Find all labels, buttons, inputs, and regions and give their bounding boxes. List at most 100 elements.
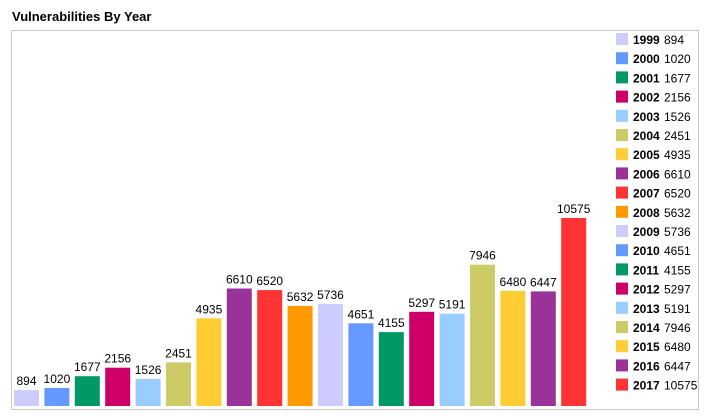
legend-year-2006: 2006 [633,167,660,181]
bar-2011 [378,332,404,406]
legend-swatch-2007 [616,186,628,199]
legend-year-2010: 2010 [633,244,660,258]
bar-label-2001: 1677 [74,360,101,374]
bar-2007 [257,290,283,406]
bar-2006 [226,288,252,406]
legend-swatch-2004 [616,129,628,141]
bar-2010 [348,323,374,406]
bar-2015 [500,290,526,406]
legend-value-2014: 7946 [664,321,691,335]
bar-label-1999: 894 [16,374,36,388]
bar-label-2014: 7946 [469,249,496,263]
legend-item-2004: 2004 2451 [616,129,691,143]
bar-label-2006: 6610 [226,273,253,287]
legend-year-2003: 2003 [633,110,660,124]
legend-swatch-2010 [616,244,628,257]
legend-year-2007: 2007 [633,187,660,201]
bar-label-2016: 6447 [530,275,557,289]
bar-2003 [135,378,161,406]
bar-2012 [409,311,435,406]
legend-item-2010: 2010 4651 [616,244,691,258]
legend-swatch-2000 [616,52,628,65]
bar-label-2015: 6480 [500,275,527,289]
legend-year-2017: 2017 [633,379,660,393]
legend-item-2009: 2009 5736 [616,225,691,239]
legend-item-2006: 2006 6610 [616,167,691,181]
legend-item-2000: 2000 1020 [616,52,691,66]
legend-swatch-2015 [616,340,628,353]
legend-value-2007: 6520 [664,187,691,201]
bar-label-2008: 5632 [287,290,314,304]
legend-value-2004: 2451 [664,129,691,143]
legend-value-2017: 10575 [664,379,698,393]
legend-item-2001: 2001 1677 [616,71,691,85]
bar-2000 [44,387,70,406]
legend-year-2011: 2011 [633,263,659,277]
legend-swatch-2006 [616,167,628,180]
legend-item-1999: 1999 894 [616,33,684,47]
bar-label-2007: 6520 [256,274,283,288]
bar-label-2013: 5191 [439,298,466,312]
legend-value-2013: 5191 [664,302,691,316]
bar-label-2017: 10575 [557,202,591,216]
legend-swatch-2011 [616,263,628,276]
legend-value-2001: 1677 [664,71,691,85]
legend-swatch-2005 [616,148,628,161]
legend-item-2008: 2008 5632 [616,205,691,220]
legend-item-2002: 2002 2156 [616,90,691,105]
bar-2013 [439,313,465,406]
bar-label-2000: 1020 [44,372,71,386]
bar-label-2009: 5736 [317,288,344,302]
legend-swatch-2008 [616,205,628,218]
legend-value-2008: 5632 [664,206,691,220]
legend-value-2016: 6447 [664,359,691,373]
legend-year-2015: 2015 [633,340,660,354]
bar-2002 [105,367,131,406]
legend-item-2011: 2011 4155 [616,263,691,277]
legend-swatch-1999 [616,33,628,45]
legend-swatch-2014 [616,321,628,333]
legend-value-2011: 4155 [664,263,691,277]
legend-item-2015: 2015 6480 [616,340,691,354]
legend-value-2002: 2156 [664,91,691,105]
bar-label-2012: 5297 [408,296,435,310]
legend-value-1999: 894 [664,33,684,47]
legend-year-2005: 2005 [633,148,660,162]
legend-year-2009: 2009 [633,225,660,239]
bar-2008 [287,305,313,406]
legend-year-2002: 2002 [633,91,660,105]
legend-value-2005: 4935 [664,148,691,162]
legend-year-2001: 2001 [633,71,660,85]
bar-label-2010: 4651 [348,307,375,321]
chart-title: Vulnerabilities By Year [12,9,152,24]
legend-swatch-2009 [616,225,628,237]
bar-label-2011: 4155 [378,316,405,330]
legend-value-2006: 6610 [664,167,691,181]
legend-value-2012: 5297 [664,283,691,297]
bar-label-2004: 2451 [165,346,192,360]
bar-2017 [561,218,587,406]
legend-swatch-2017 [616,378,628,391]
legend-value-2015: 6480 [664,340,691,354]
legend-swatch-2016 [616,359,628,372]
legend-year-2000: 2000 [633,52,660,66]
bar-1999 [14,390,39,406]
legend-item-2012: 2012 5297 [616,282,691,297]
legend-year-1999: 1999 [633,33,660,47]
legend-item-2007: 2007 6520 [616,186,691,201]
bar-label-2002: 2156 [104,352,131,366]
legend-year-2008: 2008 [633,206,660,220]
legend-swatch-2013 [616,301,628,314]
legend-swatch-2002 [616,90,628,103]
bar-2016 [530,291,556,406]
bar-label-2005: 4935 [196,302,223,316]
legend-item-2003: 2003 1526 [616,109,691,124]
legend-item-2017: 2017 10575 [616,378,698,393]
legend-swatch-2012 [616,282,628,295]
legend-item-2016: 2016 6447 [616,359,691,373]
legend-item-2005: 2005 4935 [616,148,691,162]
bar-2014 [470,264,495,406]
legend-year-2014: 2014 [633,321,660,335]
legend-value-2009: 5736 [664,225,691,239]
